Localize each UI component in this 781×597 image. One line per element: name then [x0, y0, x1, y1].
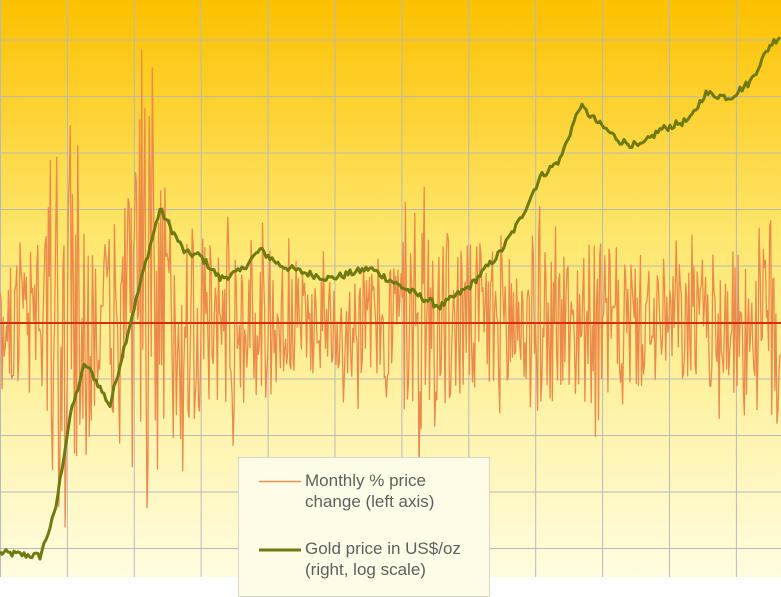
- legend-entry-gold-price: Gold price in US$/oz (right, log scale): [259, 538, 461, 580]
- legend: Monthly % price change (left axis) Gold …: [238, 457, 490, 597]
- legend-swatch-monthly-change: [259, 480, 301, 483]
- legend-entry-monthly-change: Monthly % price change (left axis): [259, 470, 434, 512]
- series-line-gold-price: [0, 36, 781, 561]
- legend-swatch-gold-price: [259, 548, 301, 552]
- legend-label-monthly-change-line1: Monthly % price: [305, 471, 426, 490]
- series-line-monthly-change: [0, 49, 781, 528]
- gold-price-series: [0, 36, 781, 561]
- legend-label-monthly-change-line2: change (left axis): [305, 492, 435, 511]
- legend-label-gold-price-line2: (right, log scale): [305, 560, 426, 579]
- monthly-change-series: [0, 49, 781, 528]
- legend-label-gold-price-line1: Gold price in US$/oz: [305, 539, 461, 558]
